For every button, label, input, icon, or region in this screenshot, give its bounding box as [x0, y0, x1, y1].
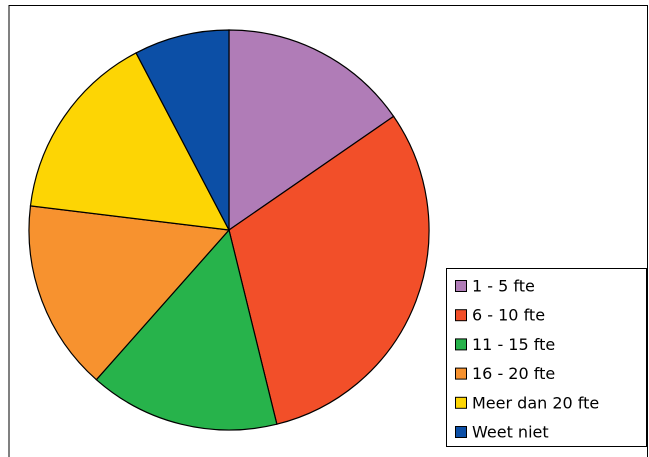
legend-label: Weet niet [472, 423, 549, 442]
legend-swatch [455, 396, 467, 409]
legend-label: 1 - 5 fte [472, 277, 535, 296]
legend-swatch [455, 280, 467, 292]
slice [95, 228, 278, 431]
frame [8, 5, 648, 457]
slice [228, 115, 430, 425]
legend [446, 268, 647, 447]
legend-swatch [455, 367, 467, 380]
legend-items: 1 - 5 fte 6 - 10 fte 11 - 15 fte 16 - 20 ft… [455, 277, 599, 442]
slice [228, 29, 395, 232]
legend-label: 6 - 10 fte [472, 306, 545, 325]
legend-label: Meer dan 20 fte [472, 393, 599, 412]
legend-swatch [455, 338, 467, 351]
legend-label: 11 - 15 fte [472, 335, 555, 354]
pie [28, 29, 430, 431]
legend-swatch [455, 309, 467, 322]
slice [28, 205, 231, 381]
legend-label: 16 - 20 fte [472, 364, 555, 383]
slice [135, 29, 230, 231]
slice [29, 52, 231, 231]
legend-swatch [455, 426, 467, 438]
